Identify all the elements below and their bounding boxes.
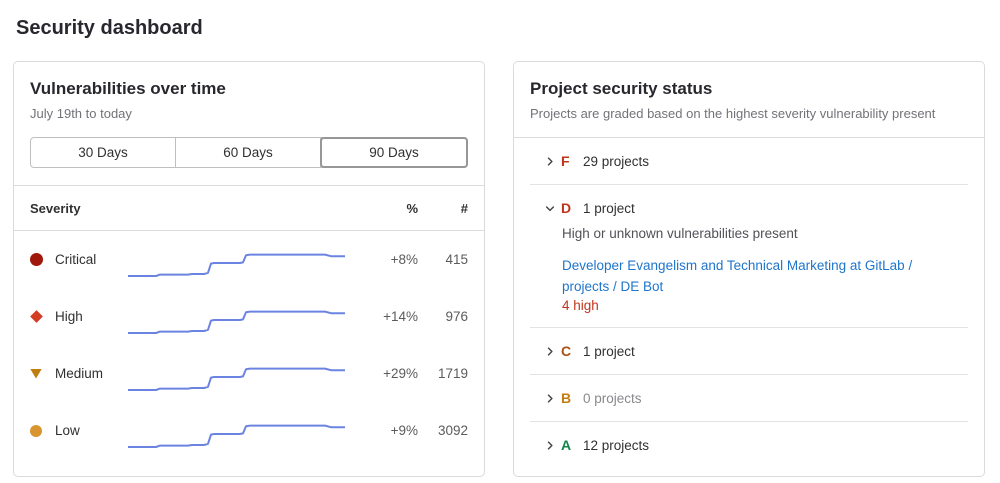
chevron-right-icon xyxy=(544,391,556,405)
grade-project-count: 1 project xyxy=(583,200,635,216)
vulnerability-count: 3092 xyxy=(437,423,468,438)
critical-trend-sparkline xyxy=(128,253,345,277)
divider xyxy=(514,137,984,138)
percent-change: +14% xyxy=(383,309,418,324)
chevron-right-icon xyxy=(544,344,556,358)
dashboard-cards: Vulnerabilities over time July 19th to t… xyxy=(13,61,987,477)
grade-letter-b: B xyxy=(561,390,572,406)
severity-label: High xyxy=(55,309,83,324)
vuln-card-title: Vulnerabilities over time xyxy=(30,79,226,98)
grade-d-details: High or unknown vulnerabilities present … xyxy=(530,225,968,327)
project-link[interactable]: Developer Evangelism and Technical Marke… xyxy=(562,258,913,294)
chevron-right-icon xyxy=(544,438,556,452)
severity-row-low: Low +9% 3092 xyxy=(14,402,484,459)
project-security-status-card: Project security status Projects are gra… xyxy=(513,61,985,477)
percent-column-header: % xyxy=(406,200,418,216)
divider xyxy=(530,184,968,185)
high-severity-icon xyxy=(30,310,43,323)
severity-label: Low xyxy=(55,423,80,438)
count-column-header: # xyxy=(460,200,468,216)
filter-30-days-button[interactable]: 30 Days xyxy=(31,138,176,167)
vulnerability-count: 976 xyxy=(445,309,468,324)
status-card-title: Project security status xyxy=(530,79,713,98)
critical-severity-icon xyxy=(30,253,43,266)
grade-row-a[interactable]: A 12 projects xyxy=(530,422,968,468)
grade-row-c[interactable]: C 1 project xyxy=(530,328,968,374)
page-title: Security dashboard xyxy=(16,17,203,39)
divider xyxy=(530,327,968,328)
percent-change: +9% xyxy=(390,423,418,438)
date-range-label: July 19th to today xyxy=(30,106,132,121)
divider xyxy=(530,421,968,422)
percent-change: +29% xyxy=(383,366,418,381)
low-trend-sparkline xyxy=(128,424,345,448)
grade-project-count: 0 projects xyxy=(583,390,642,406)
grade-row-d[interactable]: D 1 project xyxy=(530,185,968,225)
chevron-down-icon xyxy=(544,201,556,215)
severity-table-header: Severity % # xyxy=(14,186,484,230)
percent-change: +8% xyxy=(390,252,418,267)
severity-row-medium: Medium +29% 1719 xyxy=(14,345,484,402)
vulnerability-count: 415 xyxy=(445,252,468,267)
status-card-subtitle: Projects are graded based on the highest… xyxy=(530,106,936,121)
grade-letter-d: D xyxy=(561,200,572,216)
filter-60-days-button[interactable]: 60 Days xyxy=(176,138,321,167)
project-vulnerability-summary: 4 high xyxy=(562,298,599,313)
vulnerabilities-over-time-card: Vulnerabilities over time July 19th to t… xyxy=(13,61,485,477)
divider xyxy=(14,185,484,186)
filter-90-days-button[interactable]: 90 Days xyxy=(320,137,468,168)
grade-project-count: 29 projects xyxy=(583,153,650,169)
severity-row-critical: Critical +8% 415 xyxy=(14,231,484,288)
chevron-right-icon xyxy=(544,154,556,168)
grade-letter-c: C xyxy=(561,343,572,359)
severity-column-header: Severity xyxy=(30,200,81,216)
severity-label: Medium xyxy=(55,366,104,381)
high-trend-sparkline xyxy=(128,310,345,334)
grade-letter-a: A xyxy=(561,437,572,453)
grade-project-count: 12 projects xyxy=(583,437,650,453)
severity-label: Critical xyxy=(55,252,97,267)
grade-row-b[interactable]: B 0 projects xyxy=(530,375,968,421)
vuln-card-header: Vulnerabilities over time July 19th to t… xyxy=(14,62,484,168)
status-card-header: Project security status Projects are gra… xyxy=(514,62,984,122)
days-filter-group: 30 Days 60 Days 90 Days xyxy=(30,137,468,168)
grades-list: F 29 projects D 1 project High or unknow… xyxy=(514,138,984,476)
medium-trend-sparkline xyxy=(128,367,345,391)
grade-description: High or unknown vulnerabilities present xyxy=(562,226,798,241)
severity-row-high: High +14% 976 xyxy=(14,288,484,345)
medium-severity-icon xyxy=(30,368,42,379)
divider xyxy=(14,230,484,231)
vulnerability-count: 1719 xyxy=(437,366,468,381)
grade-row-f[interactable]: F 29 projects xyxy=(530,138,968,184)
grade-project-count: 1 project xyxy=(583,343,635,359)
divider xyxy=(530,374,968,375)
grade-letter-f: F xyxy=(561,153,570,169)
low-severity-icon xyxy=(30,424,42,437)
